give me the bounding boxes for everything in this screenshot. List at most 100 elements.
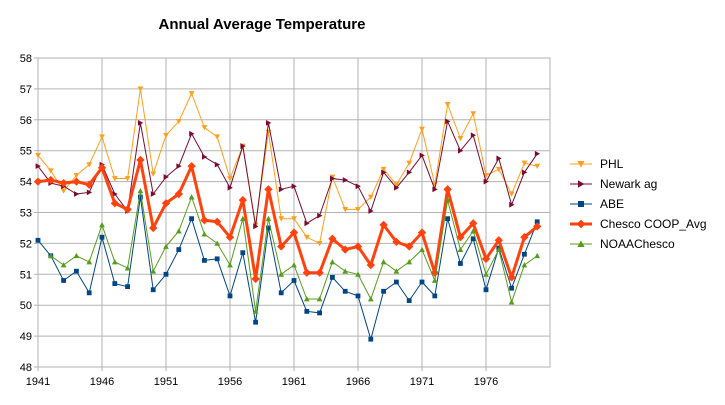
data-point-abe <box>458 261 463 266</box>
data-point-phl <box>175 118 182 125</box>
data-point-chesco-coop-avg <box>33 177 43 186</box>
y-tick-label: 54 <box>20 177 32 189</box>
data-point-chesco-coop-avg <box>187 161 196 171</box>
data-point-phl <box>291 216 297 222</box>
legend-item-noaachesco: NOAAChesco <box>570 237 675 251</box>
data-point-phl <box>99 134 105 140</box>
data-point-abe <box>483 287 489 293</box>
data-point-abe <box>304 308 310 314</box>
data-point-noaachesco <box>163 243 169 249</box>
data-point-chesco-coop-avg <box>302 268 311 277</box>
data-point-newark-ag <box>150 191 157 197</box>
data-point-chesco-coop-avg <box>417 228 427 237</box>
data-point-newark-ag <box>86 189 93 196</box>
y-tick-label: 52 <box>20 238 32 250</box>
data-point-abe <box>253 319 258 325</box>
data-point-newark-ag <box>202 154 208 160</box>
data-point-abe <box>368 336 374 342</box>
x-tick-label: 1956 <box>218 376 242 388</box>
data-point-phl <box>495 166 502 173</box>
data-point-abe <box>509 285 514 291</box>
data-point-noaachesco <box>495 246 502 252</box>
data-point-abe <box>317 310 322 316</box>
data-point-phl <box>508 191 515 197</box>
data-point-chesco-coop-avg <box>251 274 260 284</box>
data-point-abe <box>61 278 66 283</box>
legend-item-newark-ag: Newark ag <box>570 177 657 191</box>
y-tick-label: 55 <box>20 146 32 158</box>
data-point-newark-ag <box>74 191 80 197</box>
legend-label: Newark ag <box>600 177 657 191</box>
data-point-chesco-coop-avg <box>430 268 439 277</box>
data-point-phl <box>316 241 323 247</box>
data-point-newark-ag <box>163 174 169 180</box>
data-point-abe <box>470 236 476 242</box>
legend-item-phl: PHL <box>570 157 624 171</box>
legend-label: Chesco COOP_Avg <box>600 217 707 231</box>
data-point-noaachesco <box>150 268 157 274</box>
legend-label: ABE <box>600 197 624 211</box>
data-point-newark-ag <box>240 143 246 149</box>
data-point-chesco-coop-avg <box>161 199 171 208</box>
legend-item-chesco-coop-avg: Chesco COOP_Avg <box>570 217 707 231</box>
data-point-noaachesco <box>137 187 144 194</box>
x-tick-label: 1951 <box>154 376 178 388</box>
data-point-phl <box>111 176 118 182</box>
data-point-newark-ag <box>304 220 310 227</box>
axis-layer: 48 49 50 51 52 53 54 55 56 57 58 1941 1946 1951 1956 19… <box>20 53 551 388</box>
data-point-chesco-coop-avg <box>507 273 516 282</box>
data-point-newark-ag <box>509 201 515 208</box>
data-point-chesco-coop-avg <box>200 216 209 225</box>
data-point-noaachesco <box>355 271 361 277</box>
data-point-noaachesco <box>470 228 477 234</box>
data-point-abe <box>163 271 169 277</box>
data-point-chesco-coop-avg <box>110 199 119 208</box>
data-point-chesco-coop-avg <box>264 185 273 194</box>
data-point-abe <box>291 278 297 283</box>
data-point-chesco-coop-avg <box>289 228 299 237</box>
data-point-chesco-coop-avg <box>328 234 337 243</box>
data-point-newark-ag <box>227 184 233 191</box>
data-point-phl <box>444 101 451 108</box>
y-tick-label: 50 <box>20 300 32 312</box>
series-line-phl <box>37 88 538 244</box>
data-point-phl <box>483 173 489 179</box>
data-point-phl <box>406 160 413 166</box>
data-point-newark-ag <box>496 155 502 162</box>
data-point-newark-ag <box>266 120 272 126</box>
data-point-newark-ag <box>406 169 413 176</box>
data-point-noaachesco <box>406 259 413 265</box>
data-point-newark-ag <box>355 183 361 190</box>
data-point-abe <box>150 287 156 293</box>
data-point-phl <box>86 162 93 168</box>
data-point-abe <box>125 284 130 290</box>
data-point-abe <box>214 256 220 262</box>
data-point-abe <box>112 281 118 286</box>
data-point-phl <box>419 126 425 132</box>
y-tick-label: 56 <box>20 115 32 127</box>
legend-label: NOAAChesco <box>600 237 675 251</box>
data-point-newark-ag <box>189 130 195 137</box>
legend-item-abe: ABE <box>570 197 624 211</box>
data-point-phl <box>367 194 374 200</box>
data-point-newark-ag <box>432 186 438 193</box>
data-point-noaachesco <box>99 221 105 228</box>
data-point-noaachesco <box>329 259 336 265</box>
data-point-noaachesco <box>214 240 221 246</box>
data-point-phl <box>355 207 361 213</box>
data-point-chesco-coop-avg <box>136 155 145 165</box>
y-tick-label: 49 <box>20 331 32 343</box>
data-point-abe <box>381 288 386 294</box>
data-point-chesco-coop-avg <box>494 236 503 245</box>
data-point-newark-ag <box>278 186 285 193</box>
data-point-noaachesco <box>239 215 246 222</box>
legend-label: PHL <box>600 157 624 171</box>
data-point-chesco-coop-avg <box>59 178 68 188</box>
data-point-abe <box>74 268 79 274</box>
data-point-chesco-coop-avg <box>123 205 132 214</box>
series-chesco-coop-avg <box>33 155 542 284</box>
data-point-chesco-coop-avg <box>456 233 465 242</box>
data-point-abe <box>278 290 284 296</box>
